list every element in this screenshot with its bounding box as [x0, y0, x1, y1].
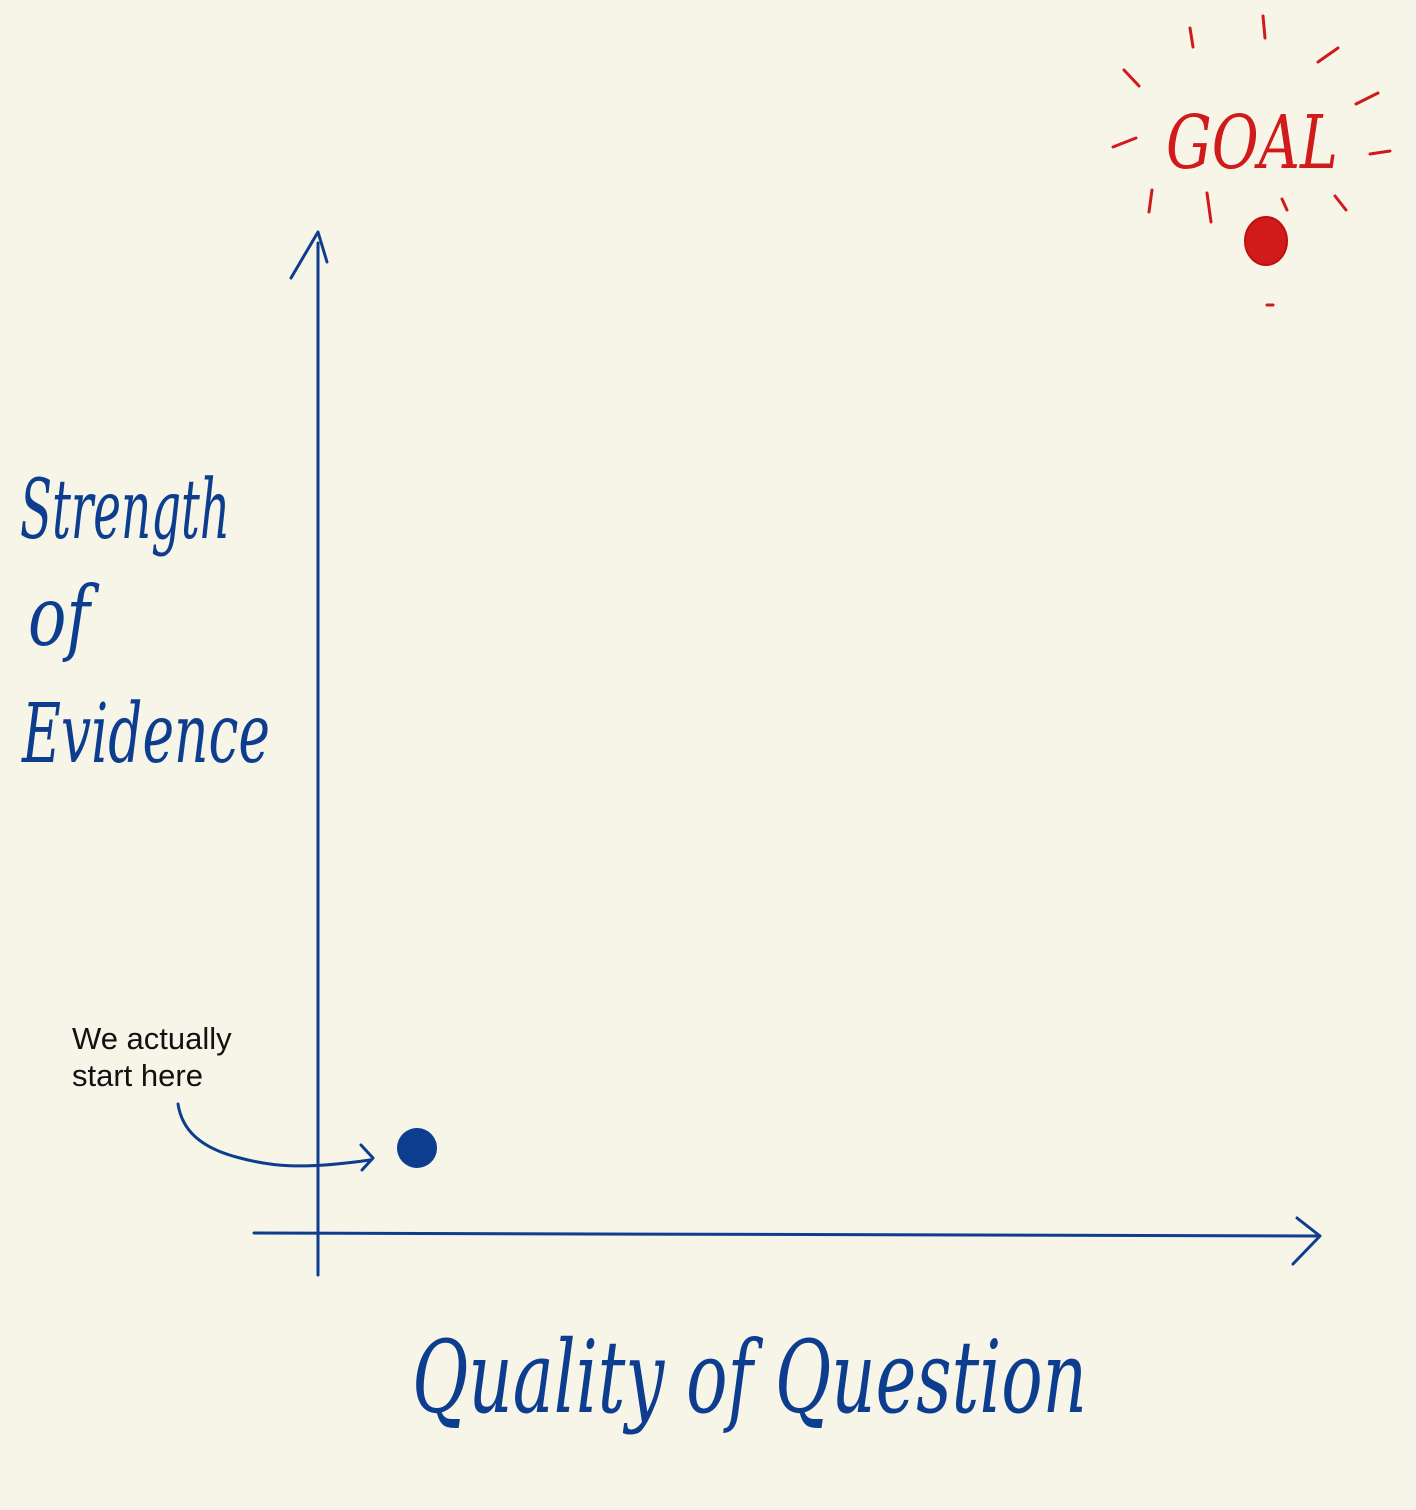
start-note-line-2: start here	[72, 1058, 203, 1093]
start-note: We actually start here	[72, 1020, 302, 1094]
start-pointer-arrow	[176, 1102, 372, 1168]
start-point	[397, 1128, 437, 1168]
y-axis-label-line-1: Strength	[20, 463, 230, 558]
goal-marker: GOAL	[1111, 14, 1392, 307]
y-axis-label-line-2: of	[28, 570, 100, 665]
goal-sun-rays	[1111, 14, 1392, 307]
goal-point	[1244, 216, 1288, 266]
x-axis-label: Quality of Question	[412, 1319, 1087, 1436]
y-axis-arrowhead	[289, 230, 329, 280]
x-axis-line	[252, 1231, 1320, 1238]
y-axis-label-line-3: Evidence	[21, 687, 270, 782]
start-marker	[176, 1102, 437, 1172]
start-note-line-1: We actually	[72, 1021, 232, 1056]
y-axis	[289, 230, 329, 1277]
goal-label: GOAL	[1166, 100, 1338, 186]
x-axis-arrowhead	[1291, 1216, 1322, 1266]
x-axis	[252, 1216, 1322, 1266]
start-pointer-arrowhead	[359, 1143, 375, 1172]
